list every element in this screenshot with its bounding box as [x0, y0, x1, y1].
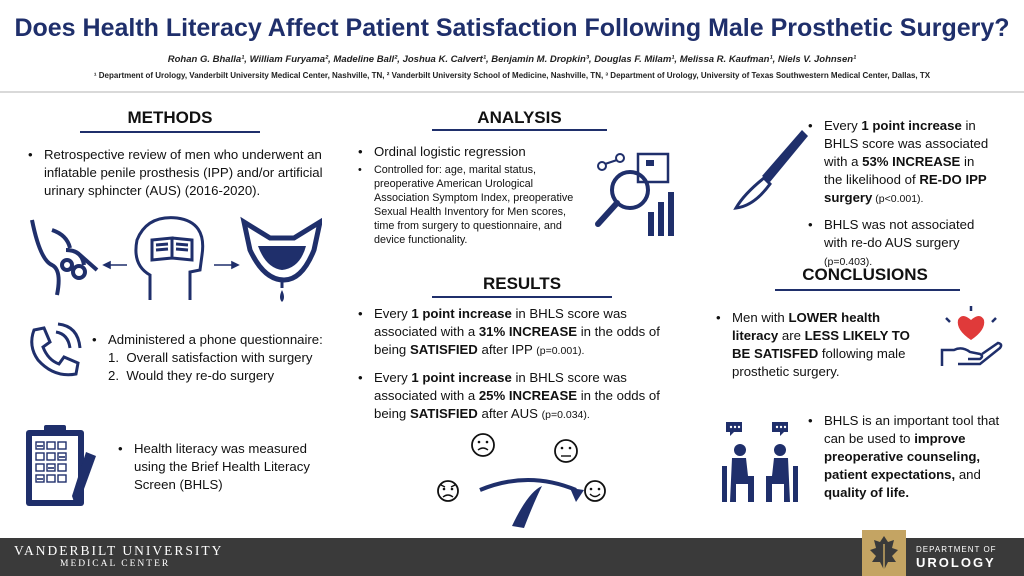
methods-heading: METHODS: [127, 108, 213, 127]
methods-review-text: Retrospective review of men who underwen…: [28, 146, 328, 200]
r2-pvalue: (p=0.034).: [541, 409, 590, 421]
brain-book-icon: [134, 216, 205, 300]
conclusion-2: BHLS is an important tool that can be us…: [808, 412, 1020, 502]
literacy-block: Health literacy was measured using the B…: [118, 440, 328, 494]
conclusions-rule: [775, 289, 960, 291]
analytics-icon: [595, 152, 674, 236]
poster-title: Does Health Literacy Affect Patient Sati…: [14, 14, 1010, 42]
r1-bold-3: SATISFIED: [409, 342, 478, 357]
r2-post: after AUS: [477, 406, 542, 421]
arrow-right-icon: [214, 260, 240, 270]
results-block: Every 1 point increase in BHLS score was…: [358, 305, 693, 424]
redo-a-bold-3: RE-DO IPP surgery: [824, 172, 987, 205]
q2-number: 2.: [108, 368, 119, 383]
q1-number: 1.: [108, 350, 119, 365]
literacy-text: Health literacy was measured using the B…: [118, 440, 328, 494]
conclusion-1: Men with LOWER health literacy are LESS …: [716, 309, 916, 381]
analysis-heading: ANALYSIS: [477, 108, 562, 127]
q2-text: Would they re-do surgery: [126, 368, 275, 383]
questionnaire-list: 1. Overall satisfaction with surgery 2. …: [92, 349, 342, 385]
q1-text: Overall satisfaction with surgery: [126, 350, 313, 365]
c1-post: following male prosthetic surgery.: [732, 346, 906, 379]
scalpel-icon: [733, 130, 808, 210]
redo-b-pvalue: (p=0.403).: [824, 256, 873, 268]
redo-a-mid: in BHLS score was associated with a: [824, 118, 989, 169]
result-ipp: Every 1 point increase in BHLS score was…: [358, 305, 693, 360]
analysis-item1: Ordinal logistic regression: [358, 143, 588, 161]
redo-a-pvalue: (p<0.001).: [872, 193, 924, 205]
questionnaire-text: Administered a phone questionnaire:: [92, 331, 342, 349]
analysis-block: Ordinal logistic regression Controlled f…: [358, 143, 588, 247]
heart-hand-icon: [940, 306, 1003, 366]
clipboard-icon: [26, 425, 96, 506]
phone-icon: [30, 322, 82, 377]
medical-center-wordmark: MEDICAL CENTER: [60, 559, 171, 569]
c1-bold-2: LESS LIKELY TO BE SATISFED: [732, 328, 910, 361]
footer-bar: [0, 538, 1024, 576]
redo-a-pre: Every: [824, 118, 862, 133]
counseling-icon: [722, 422, 798, 502]
affiliations: ¹ Department of Urology, Vanderbilt Univ…: [93, 71, 931, 80]
c1-bold-1: LOWER health literacy: [732, 310, 881, 343]
department-of-label: DEPARTMENT OF: [916, 545, 997, 554]
methods-review: Retrospective review of men who underwen…: [28, 146, 328, 200]
c1-mid: are: [778, 328, 805, 343]
r1-mid: in BHLS score was associated with a: [374, 306, 627, 339]
conclusion-2-text: BHLS is an important tool that can be us…: [808, 412, 1020, 502]
bladder-icon: [240, 216, 322, 302]
redo-aus: BHLS was not associated with re-do AUS s…: [808, 216, 993, 271]
r1-pre: Every: [374, 306, 412, 321]
urology-label: UROLOGY: [916, 555, 996, 570]
header-divider: [0, 91, 1024, 93]
c2-bold-1: improve preoperative counseling, patient…: [824, 431, 981, 482]
r2-pre: Every: [374, 370, 412, 385]
result-aus: Every 1 point increase in BHLS score was…: [358, 369, 693, 424]
r1-bold-1: 1 point increase: [411, 306, 512, 321]
list-item: 1. Overall satisfaction with surgery: [108, 349, 342, 367]
c2-mid: and: [955, 467, 981, 482]
redo-b-text: BHLS was not associated with re-do AUS s…: [824, 217, 975, 250]
c1-pre: Men with: [732, 310, 789, 325]
r2-bold-1: 1 point increase: [411, 370, 512, 385]
conclusion-1-text: Men with LOWER health literacy are LESS …: [716, 309, 916, 381]
analysis-rule: [432, 129, 607, 131]
r1-post: after IPP: [477, 342, 537, 357]
list-item: 2. Would they re-do surgery: [108, 367, 342, 385]
redo-a-bold-1: 1 point increase: [861, 118, 962, 133]
questionnaire-block: Administered a phone questionnaire: 1. O…: [92, 331, 342, 385]
results-rule: [432, 296, 612, 298]
anatomy-icon: [30, 219, 99, 296]
r2-mid: in BHLS score was associated with a: [374, 370, 627, 403]
satisfaction-gauge-icon: [437, 433, 606, 528]
r2-mid2: in the odds of being: [374, 388, 660, 421]
redo-ipp: Every 1 point increase in BHLS score was…: [808, 117, 993, 208]
c2-pre: BHLS is an important tool that can be us…: [824, 413, 1000, 446]
author-list: Rohan G. Bhalla¹, William Furyama², Made…: [167, 54, 857, 65]
arrow-left-icon: [102, 260, 127, 270]
conclusions-heading: CONCLUSIONS: [802, 265, 928, 284]
r1-mid2: in the odds of being: [374, 324, 660, 357]
vu-oak-leaf-icon: [862, 530, 906, 576]
redo-a-bold-2: 53% INCREASE: [862, 154, 961, 169]
r1-bold-2: 31% INCREASE: [478, 324, 578, 339]
redo-a-mid2: in the likelihood of: [824, 154, 975, 187]
methods-illustration: [30, 216, 322, 302]
r1-pvalue: (p=0.001).: [536, 345, 585, 357]
analysis-item2: Controlled for: age, marital status, pre…: [358, 163, 588, 247]
c2-bold-2: quality of life.: [824, 485, 909, 500]
redo-block: Every 1 point increase in BHLS score was…: [808, 117, 993, 271]
methods-rule: [80, 131, 260, 133]
r2-bold-2: 25% INCREASE: [478, 388, 578, 403]
r2-bold-3: SATISFIED: [409, 406, 478, 421]
vanderbilt-university-wordmark: VANDERBILT UNIVERSITY: [14, 543, 224, 558]
results-heading: RESULTS: [482, 274, 562, 293]
